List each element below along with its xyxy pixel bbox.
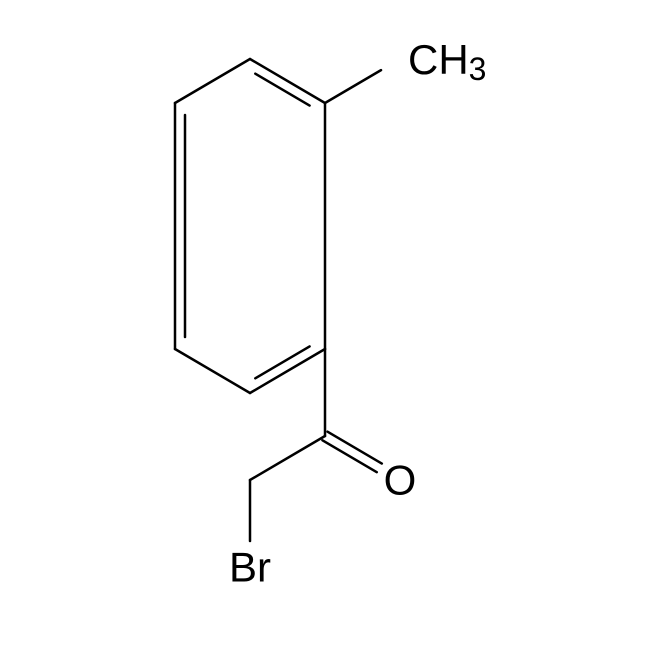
bond	[250, 349, 325, 393]
labels-layer: O Br CH3	[229, 36, 486, 591]
bond	[250, 436, 325, 480]
bond	[325, 70, 381, 103]
bond	[250, 59, 325, 103]
atom-label-ch3: CH3	[408, 36, 486, 88]
bond	[175, 349, 250, 393]
molecule-diagram: O Br CH3	[0, 0, 650, 650]
atom-label-o: O	[384, 457, 417, 504]
atom-label-br: Br	[229, 544, 271, 591]
bond	[175, 59, 250, 103]
bonds-layer	[175, 59, 382, 541]
